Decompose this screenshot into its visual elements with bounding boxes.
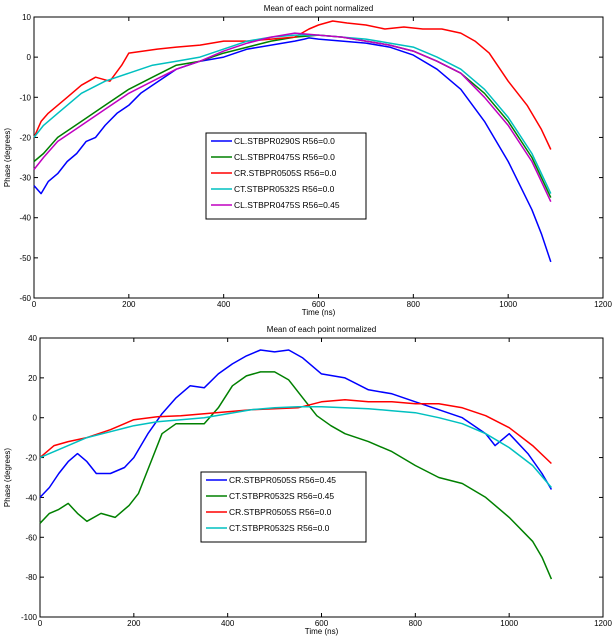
legend-label: CL.STBPR0475S R56=0.0 [234, 152, 335, 162]
legend-label: CT.STBPR0532S R56=0.45 [229, 491, 334, 501]
legend-box [200, 471, 367, 543]
x-tick-label: 0 [38, 619, 43, 628]
x-tick-label: 200 [127, 619, 141, 628]
x-tick-label: 600 [315, 619, 329, 628]
legend-label: CT.STBPR0532S R56=0.0 [229, 523, 330, 533]
y-tick-label: -100 [21, 613, 38, 622]
y-tick-label: -20 [25, 454, 37, 463]
x-tick-label: 1000 [499, 300, 517, 309]
x-tick-label: 1000 [500, 619, 518, 628]
x-axis-label: Time (ns) [305, 627, 339, 636]
x-tick-label: 1200 [594, 619, 612, 628]
chart-title: Mean of each point normalized [264, 4, 373, 13]
x-tick-label: 400 [217, 300, 231, 309]
legend-label: CL.STBPR0475S R56=0.45 [234, 200, 340, 210]
x-tick-label: 400 [221, 619, 235, 628]
x-tick-label: 0 [32, 300, 37, 309]
legend-label: CR.STBPR0505S R56=0.0 [234, 168, 337, 178]
y-axis-label: Phase (degrees) [3, 448, 12, 507]
legend-label: CL.STBPR0290S R56=0.0 [234, 136, 335, 146]
series-line-5 [33, 32, 552, 203]
legend: CL.STBPR0290S R56=0.0 CL.STBPR0475S R56=0… [205, 132, 367, 220]
series-line-3 [39, 399, 552, 465]
y-tick-label: -20 [19, 133, 31, 142]
x-tick-label: 1200 [594, 300, 612, 309]
x-tick-label: 200 [122, 300, 136, 309]
legend: CR.STBPR0505S R56=0.45 CT.STBPR0532S R56=… [200, 471, 367, 543]
series-line-1 [39, 349, 553, 498]
y-tick-label: -10 [19, 93, 31, 102]
y-tick-label: -40 [25, 493, 37, 502]
legend-label: CT.STBPR0532S R56=0.0 [234, 184, 335, 194]
series-line-2 [39, 371, 553, 580]
y-tick-label: -80 [25, 573, 37, 582]
x-axis-label: Time (ns) [302, 308, 336, 317]
x-tick-label: 600 [312, 300, 326, 309]
y-tick-label: 0 [33, 414, 38, 423]
y-tick-label: 10 [22, 13, 31, 22]
chart-title: Mean of each point normalized [267, 325, 376, 334]
y-tick-label: 20 [28, 374, 37, 383]
series-line-4 [33, 34, 552, 194]
x-tick-label: 800 [407, 300, 421, 309]
legend-label: CR.STBPR0505S R56=0.0 [229, 507, 332, 517]
series-line-4 [39, 406, 552, 488]
legend-label: CR.STBPR0505S R56=0.45 [229, 475, 336, 485]
y-axis-label: Phase (degrees) [3, 128, 12, 187]
y-tick-label: -60 [19, 294, 31, 303]
chart-panel-1: Mean of each point normalized 0 200 400 600 8… [3, 4, 612, 317]
y-tick-label: 40 [28, 334, 37, 343]
x-tick-label: 800 [409, 619, 423, 628]
series-line-3 [33, 20, 552, 150]
y-tick-label: -30 [19, 174, 31, 183]
y-tick-label: 0 [27, 53, 32, 62]
y-tick-label: -60 [25, 533, 37, 542]
y-tick-label: -50 [19, 254, 31, 263]
legend-box [205, 132, 367, 220]
y-tick-label: -40 [19, 214, 31, 223]
series-line-1 [33, 37, 552, 263]
